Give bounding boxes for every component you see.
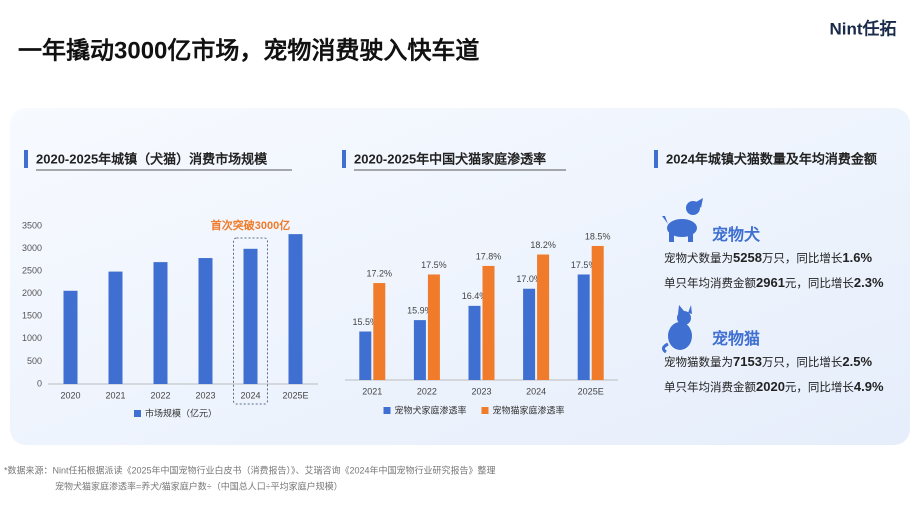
bar (413, 320, 426, 380)
bar (359, 331, 372, 380)
footnote: 宠物犬猫家庭渗透率=养犬/猫家庭户数÷（中国总人口÷平均家庭户规模） (55, 480, 343, 491)
panel-title: 2024年城镇犬猫数量及年均消费金额 (666, 151, 877, 166)
footnote: *数据来源：Nint任拓根据派读《2025年中国宠物行业白皮书（消费报告）》、艾… (4, 464, 496, 475)
dog-icon (662, 198, 703, 242)
value-label: 16.4% (462, 291, 488, 301)
x-tick-label: 2021 (105, 390, 125, 400)
chart-title: 2020-2025年中国犬猫家庭渗透率 (354, 151, 546, 166)
legend-label: 市场规模（亿元） (145, 407, 217, 418)
stat-part: 2020 (756, 379, 785, 394)
value-label: 15.5% (353, 317, 379, 327)
stat-line: 宠物猫数量为7153万只，同比增长2.5% (664, 354, 872, 369)
y-tick-label: 500 (27, 356, 42, 366)
value-label: 18.5% (585, 231, 611, 241)
legend-swatch (383, 407, 391, 414)
stat-part: 7153 (733, 354, 762, 369)
bar (537, 254, 550, 380)
bar (523, 288, 536, 380)
stat-part: 1.6% (842, 250, 872, 265)
stat-part: 宠物犬数量为 (664, 251, 733, 265)
value-label: 17.8% (476, 251, 502, 261)
bar (591, 245, 604, 380)
page-title: 一年撬动3000亿市场，宠物消费驶入快车道 (18, 36, 479, 64)
annotation: 首次突破3000亿 (211, 218, 290, 232)
stat-part: 2961 (756, 275, 785, 290)
y-tick-label: 0 (37, 378, 42, 388)
x-tick-label: 2024 (240, 390, 260, 400)
x-tick-label: 2023 (471, 386, 491, 396)
legend-swatch (134, 410, 141, 417)
bar (468, 305, 481, 380)
title-marker (342, 150, 346, 168)
stat-part: 单只年均消费金额 (664, 276, 756, 290)
stat-part: 万只，同比增长 (762, 251, 843, 265)
bar (243, 248, 258, 384)
bar (577, 274, 590, 380)
x-tick-label: 2025E (578, 386, 604, 396)
y-tick-label: 2500 (22, 266, 42, 276)
cat-icon (661, 305, 692, 354)
panel-background (10, 108, 910, 445)
value-label: 17.0% (516, 274, 542, 284)
group-name: 宠物犬 (712, 225, 761, 244)
value-label: 15.9% (407, 305, 433, 315)
stat-part: 万只，同比增长 (762, 355, 843, 369)
bar (153, 262, 168, 384)
x-tick-label: 2020 (60, 390, 80, 400)
bar (373, 283, 386, 380)
stat-line: 单只年均消费金额2020元，同比增长4.9% (664, 379, 884, 394)
stat-part: 4.9% (854, 379, 884, 394)
y-tick-label: 3000 (22, 243, 42, 253)
bar (482, 265, 495, 380)
x-tick-label: 2022 (150, 390, 170, 400)
title-marker (654, 150, 658, 168)
x-tick-label: 2023 (195, 390, 215, 400)
x-tick-label: 2025E (282, 390, 308, 400)
value-label: 17.5% (571, 260, 597, 270)
title-marker (24, 150, 28, 168)
y-tick-label: 1000 (22, 333, 42, 343)
legend-swatch (481, 407, 489, 414)
stat-line: 单只年均消费金额2961元，同比增长2.3% (664, 275, 884, 290)
stat-line: 宠物犬数量为5258万只，同比增长1.6% (664, 250, 872, 265)
stat-part: 元，同比增长 (785, 380, 854, 394)
legend-label: 宠物猫家庭渗透率 (493, 404, 565, 415)
y-tick-label: 3500 (22, 220, 42, 230)
stat-part: 5258 (733, 250, 762, 265)
value-label: 18.2% (530, 240, 556, 250)
bar (63, 290, 78, 384)
value-label: 17.2% (367, 268, 393, 278)
highlight-box (233, 237, 268, 405)
stat-part: 元，同比增长 (785, 276, 854, 290)
stat-part: 2.3% (854, 275, 884, 290)
y-tick-label: 1500 (22, 311, 42, 321)
x-tick-label: 2024 (526, 386, 546, 396)
group-name: 宠物猫 (712, 329, 760, 348)
logo: Nint任拓 (829, 18, 896, 38)
bar (108, 271, 123, 384)
chart-title: 2020-2025年城镇（犬猫）消费市场规模 (36, 151, 268, 166)
stat-part: 单只年均消费金额 (664, 380, 756, 394)
y-tick-label: 2000 (22, 288, 42, 298)
x-tick-label: 2022 (417, 386, 437, 396)
stat-part: 2.5% (842, 354, 872, 369)
value-label: 17.5% (421, 260, 447, 270)
legend-label: 宠物犬家庭渗透率 (395, 404, 467, 415)
bar (427, 274, 440, 380)
stat-part: 宠物猫数量为 (664, 355, 733, 369)
x-tick-label: 2021 (362, 386, 382, 396)
bar (198, 258, 213, 384)
bar (288, 234, 303, 384)
